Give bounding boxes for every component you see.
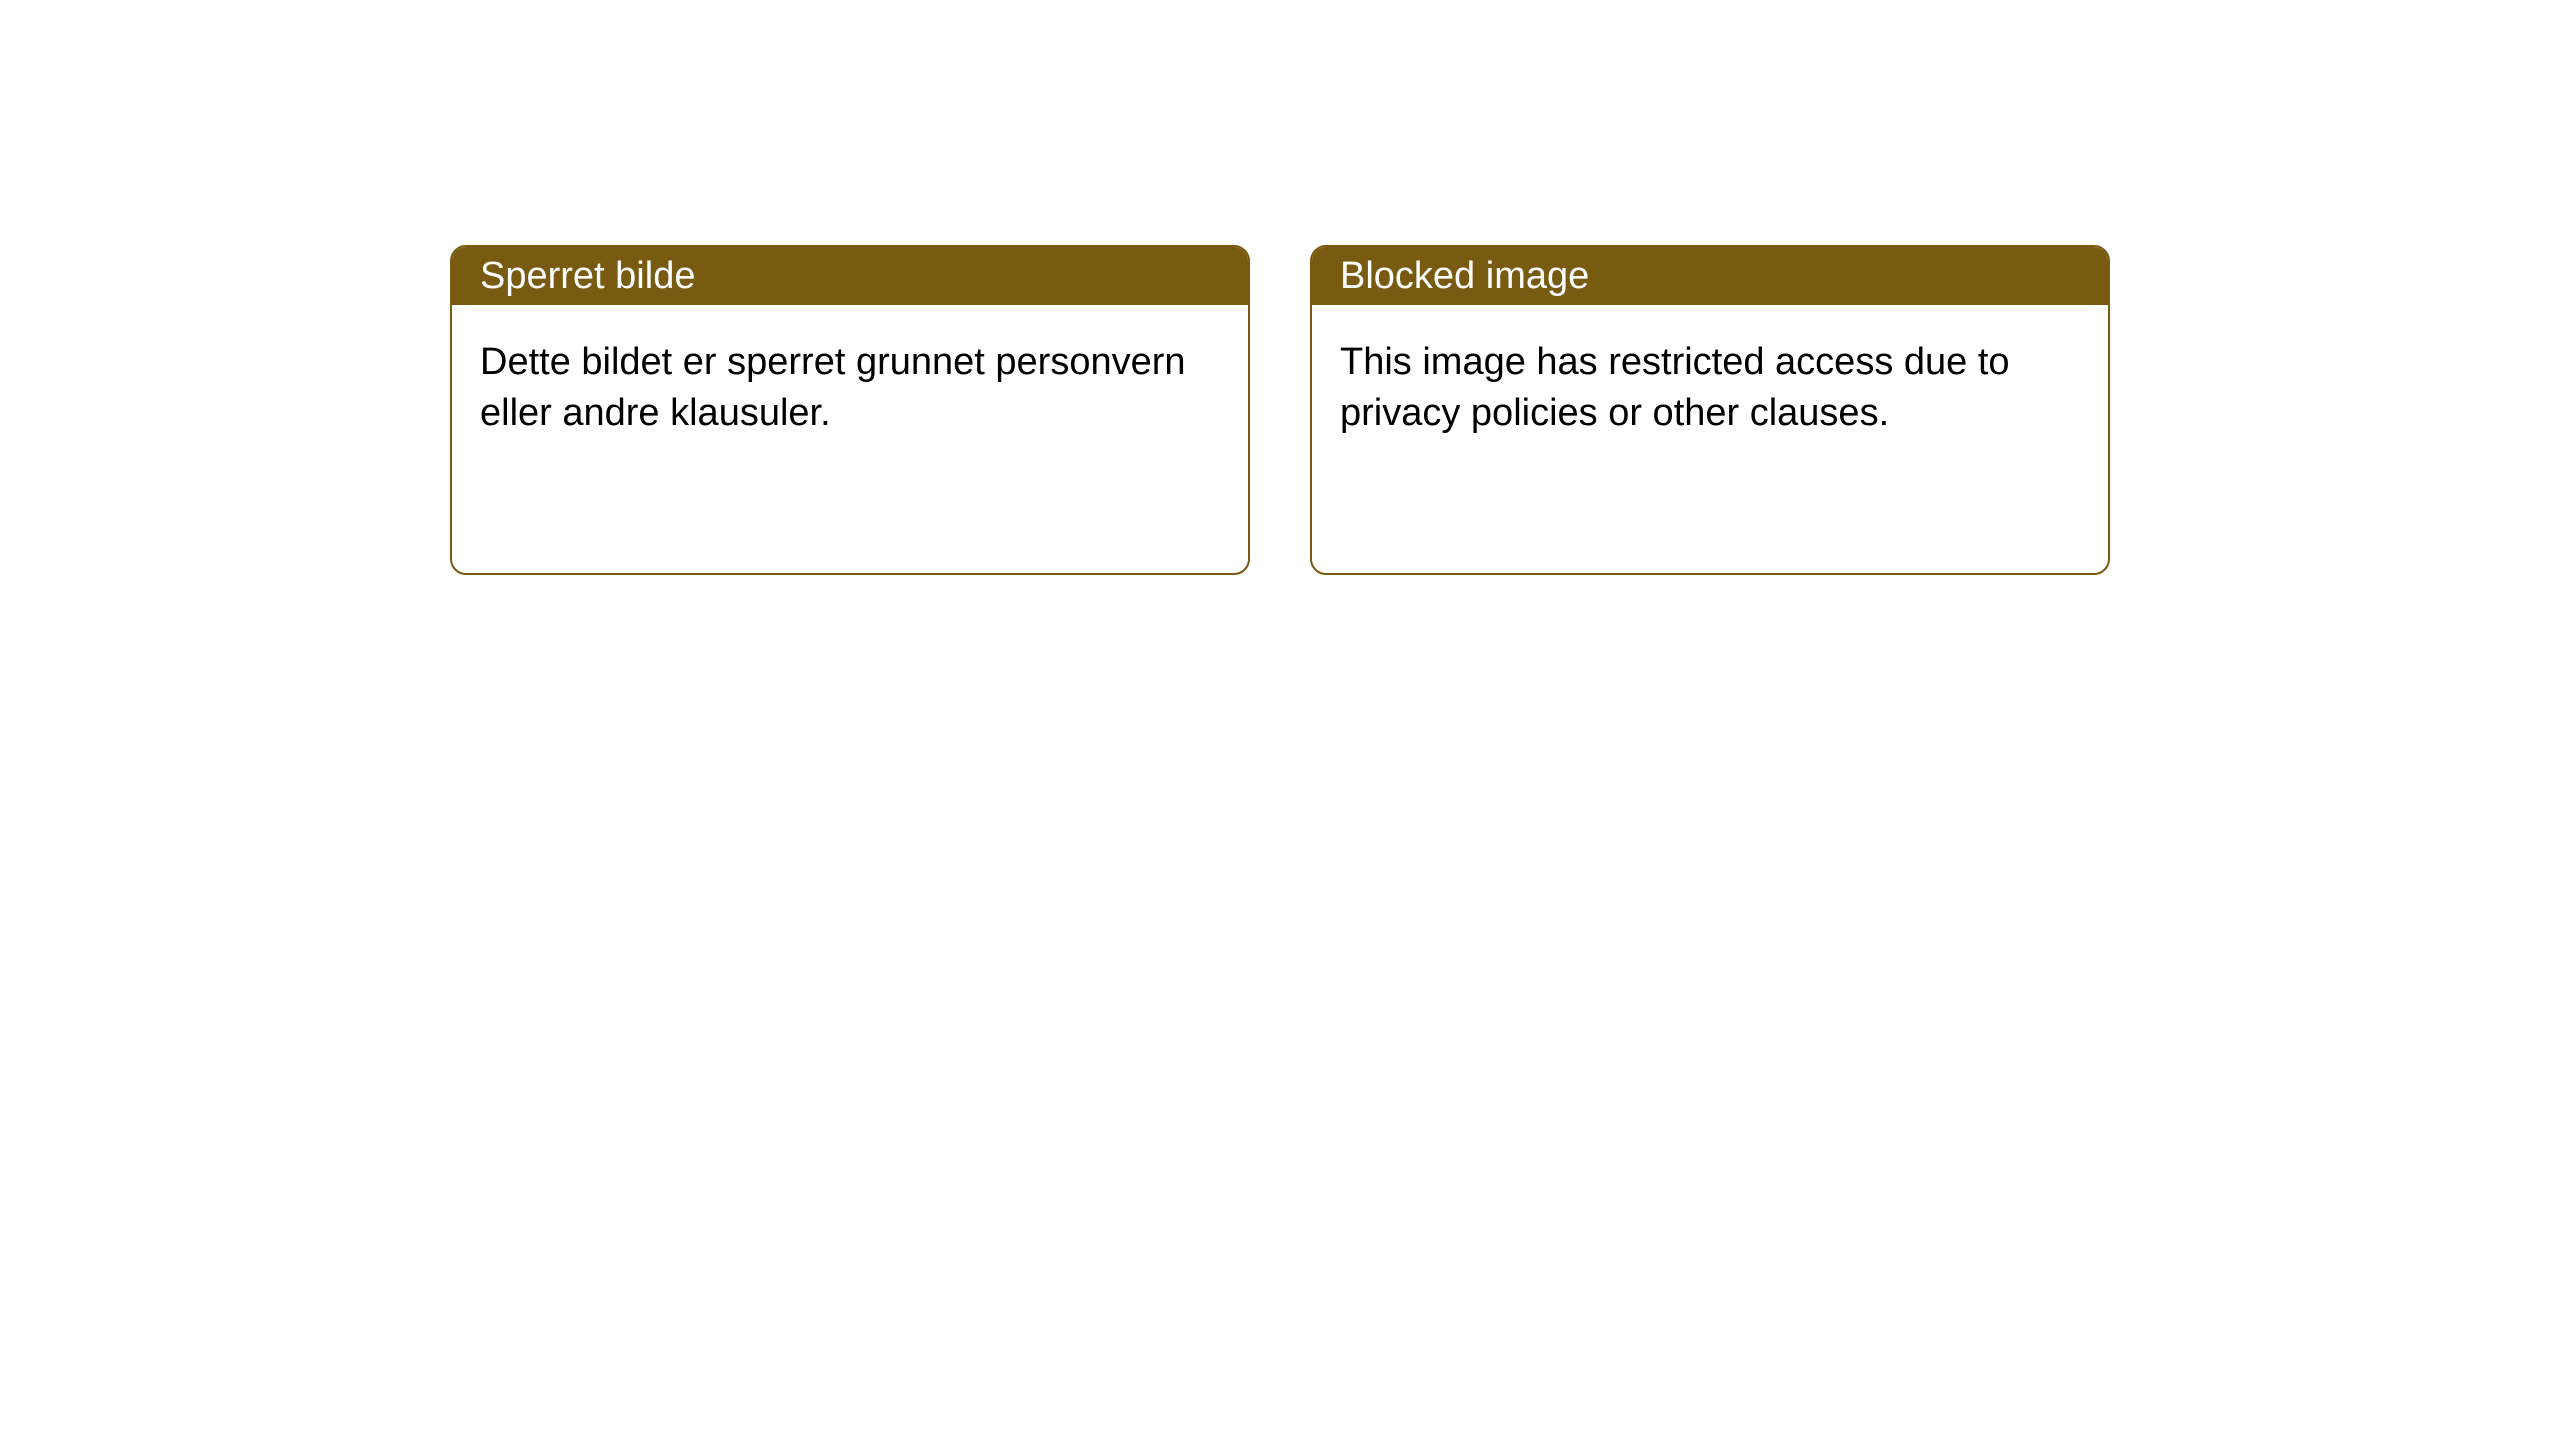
- card-body: Dette bildet er sperret grunnet personve…: [452, 305, 1248, 472]
- card-header-text: Sperret bilde: [480, 255, 695, 298]
- card-body-text: Dette bildet er sperret grunnet personve…: [480, 341, 1186, 434]
- card-header: Blocked image: [1312, 247, 2108, 305]
- notice-card-norwegian: Sperret bilde Dette bildet er sperret gr…: [450, 245, 1250, 575]
- notice-card-english: Blocked image This image has restricted …: [1310, 245, 2110, 575]
- card-header-text: Blocked image: [1340, 255, 1589, 298]
- notice-cards-container: Sperret bilde Dette bildet er sperret gr…: [450, 245, 2110, 575]
- card-header: Sperret bilde: [452, 247, 1248, 305]
- card-body: This image has restricted access due to …: [1312, 305, 2108, 472]
- card-body-text: This image has restricted access due to …: [1340, 341, 2010, 434]
